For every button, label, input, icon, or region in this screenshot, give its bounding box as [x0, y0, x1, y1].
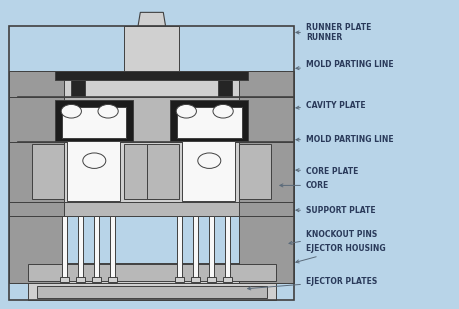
Bar: [71, 80, 85, 96]
Bar: [37, 286, 266, 298]
Bar: [177, 107, 241, 138]
Bar: [224, 216, 230, 281]
Bar: [28, 283, 275, 300]
Circle shape: [176, 104, 196, 118]
Text: CORE: CORE: [279, 181, 329, 190]
Circle shape: [61, 104, 81, 118]
Text: SUPPORT PLATE: SUPPORT PLATE: [295, 206, 375, 215]
Bar: [9, 97, 64, 142]
Circle shape: [197, 153, 220, 168]
Bar: [176, 216, 182, 281]
Bar: [124, 26, 179, 71]
Bar: [18, 263, 285, 283]
Bar: [239, 144, 271, 199]
Bar: [28, 264, 275, 281]
Bar: [207, 277, 216, 282]
Bar: [124, 144, 156, 199]
Bar: [170, 100, 248, 141]
Text: RUNNER PLATE
RUNNER: RUNNER PLATE RUNNER: [295, 23, 370, 42]
Bar: [9, 71, 64, 97]
Text: EJECTOR HOUSING: EJECTOR HOUSING: [295, 244, 385, 263]
Bar: [239, 142, 294, 202]
Circle shape: [83, 153, 106, 168]
Text: MOLD PARTING LINE: MOLD PARTING LINE: [295, 60, 392, 70]
Bar: [94, 216, 99, 281]
Bar: [18, 202, 285, 216]
Bar: [55, 71, 248, 80]
Bar: [9, 216, 64, 283]
Bar: [92, 277, 101, 282]
Circle shape: [213, 104, 233, 118]
Bar: [32, 144, 64, 199]
Bar: [208, 216, 214, 281]
Bar: [62, 107, 126, 138]
Bar: [239, 97, 294, 142]
Bar: [110, 216, 115, 281]
Bar: [223, 277, 232, 282]
Bar: [9, 202, 64, 216]
Polygon shape: [138, 12, 165, 26]
Bar: [78, 216, 83, 281]
Bar: [60, 277, 69, 282]
Text: KNOCKOUT PINS: KNOCKOUT PINS: [288, 230, 376, 244]
Text: CAVITY PLATE: CAVITY PLATE: [295, 100, 365, 110]
Circle shape: [98, 104, 118, 118]
Bar: [18, 71, 285, 97]
Bar: [9, 26, 294, 300]
Bar: [18, 142, 285, 202]
Bar: [67, 141, 119, 201]
Bar: [76, 277, 85, 282]
Bar: [239, 216, 294, 283]
Text: EJECTOR PLATES: EJECTOR PLATES: [247, 277, 376, 290]
Bar: [55, 100, 133, 141]
Bar: [181, 141, 234, 201]
Bar: [239, 71, 294, 97]
Bar: [9, 142, 64, 202]
Text: MOLD PARTING LINE: MOLD PARTING LINE: [295, 135, 392, 144]
Bar: [147, 144, 179, 199]
Bar: [174, 277, 184, 282]
Bar: [190, 277, 200, 282]
Bar: [62, 216, 67, 281]
Bar: [218, 80, 232, 96]
Text: CORE PLATE: CORE PLATE: [295, 167, 358, 176]
Bar: [239, 202, 294, 216]
Bar: [108, 277, 117, 282]
Bar: [18, 97, 285, 142]
Bar: [192, 216, 198, 281]
